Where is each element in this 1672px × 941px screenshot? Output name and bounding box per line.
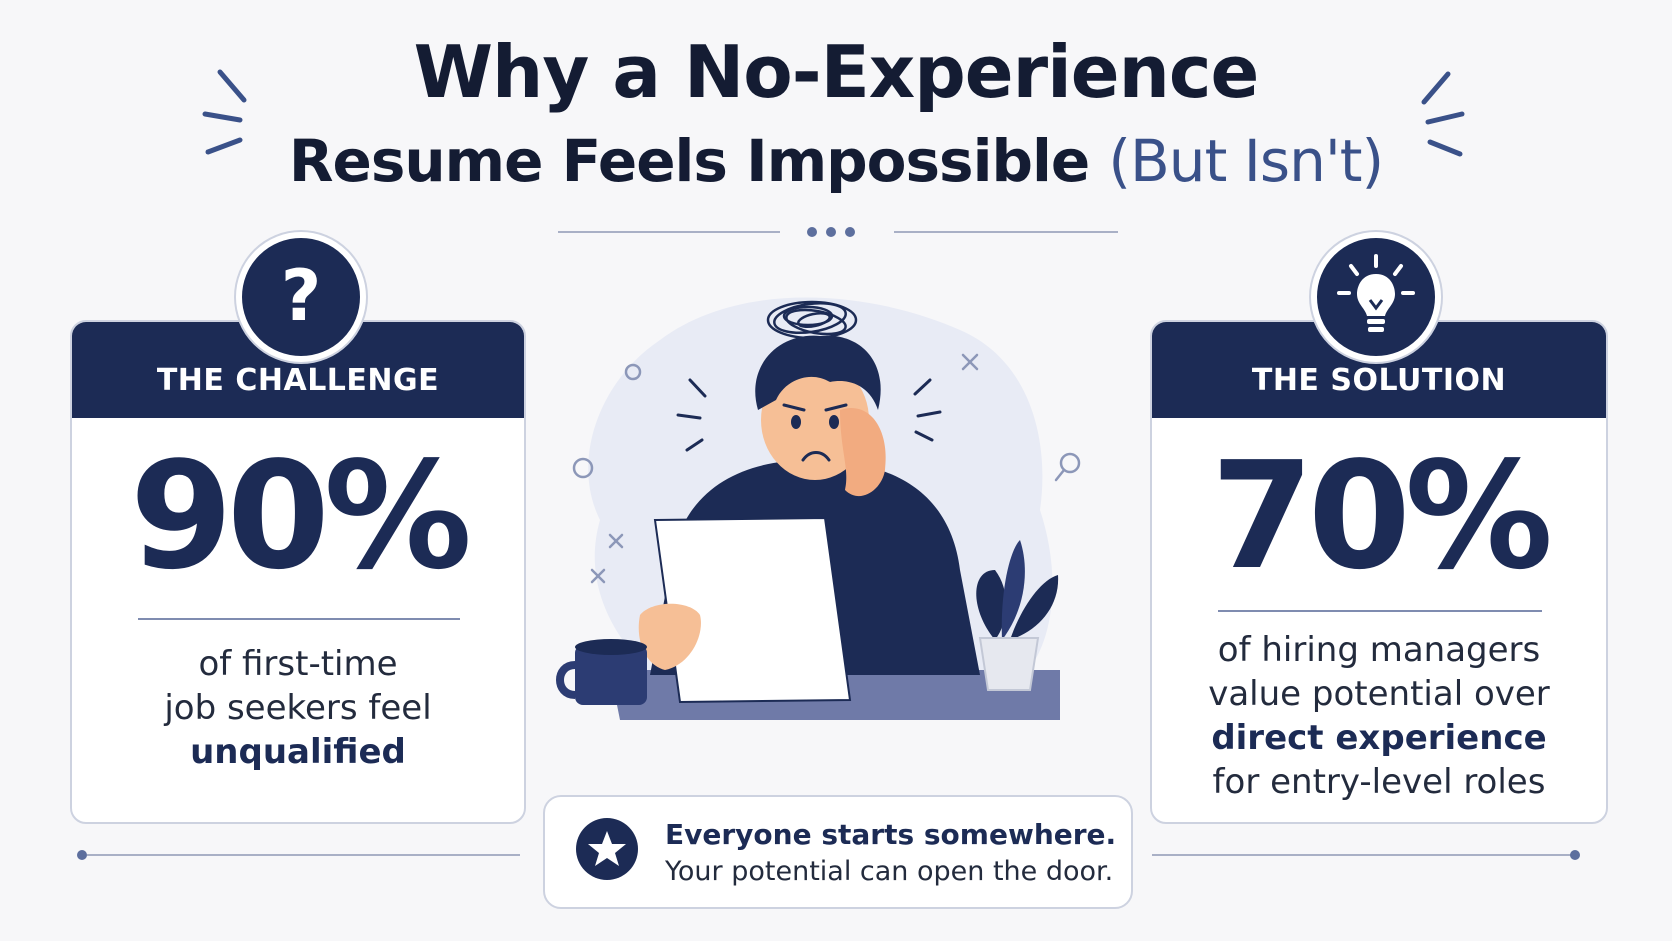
lightbulb-icon — [1337, 254, 1415, 332]
challenge-badge: ? — [236, 232, 366, 362]
solution-desc-emphasis: direct experience — [1211, 718, 1547, 758]
question-mark-icon: ? — [281, 255, 322, 337]
solution-description: of hiring managers value potential over … — [1152, 628, 1606, 804]
svg-text:?: ? — [281, 255, 322, 337]
divider-dot — [807, 227, 817, 237]
divider-dot — [826, 227, 836, 237]
encouragement-note — [543, 795, 1133, 909]
divider-dot — [845, 227, 855, 237]
solution-card: THE SOLUTION 70% of hiring managers valu… — [1150, 320, 1608, 824]
solution-badge — [1311, 232, 1441, 362]
subtitle-accent: (But Isn't) — [1108, 127, 1384, 195]
challenge-desc-line: job seekers feel — [164, 688, 432, 728]
star-icon — [588, 831, 626, 866]
scribble-icon — [766, 300, 858, 340]
challenge-desc-emphasis: unqualified — [190, 732, 406, 772]
challenge-description: of first-time job seekers feel unqualifi… — [72, 642, 524, 774]
solution-desc-line: of hiring managers — [1217, 630, 1541, 670]
solution-desc-line: value potential over — [1208, 674, 1550, 714]
note-line-1: Everyone starts somewhere. — [665, 818, 1117, 851]
solution-stat: 70% — [1210, 430, 1553, 602]
potted-plant-icon — [976, 540, 1059, 691]
star-badge — [576, 818, 638, 880]
bottom-dot-left — [77, 850, 87, 860]
note-line-2: Your potential can open the door. — [665, 856, 1114, 887]
title-divider-left — [558, 231, 780, 233]
title-divider-right — [894, 231, 1118, 233]
challenge-stat-divider — [138, 618, 460, 620]
bottom-line-right — [1152, 854, 1572, 856]
challenge-desc-line: of first-time — [198, 644, 398, 684]
challenge-stat: 90% — [129, 430, 472, 602]
page-title: Why a No-Experience — [413, 30, 1260, 114]
challenge-card: THE CHALLENGE 90% of first-time job seek… — [70, 320, 526, 824]
coffee-mug-icon — [556, 639, 647, 705]
burst-left-icon — [202, 69, 247, 155]
stressed-person-illustration — [556, 297, 1081, 720]
subtitle-main: Resume Feels Impossible — [288, 127, 1109, 195]
solution-stat-divider — [1218, 610, 1542, 612]
bottom-dot-right — [1570, 850, 1580, 860]
bottom-line-left — [87, 854, 520, 856]
burst-right-icon — [1421, 71, 1465, 157]
solution-desc-line: for entry-level roles — [1212, 762, 1546, 802]
page-subtitle: Resume Feels Impossible (But Isn't) — [0, 127, 1672, 195]
